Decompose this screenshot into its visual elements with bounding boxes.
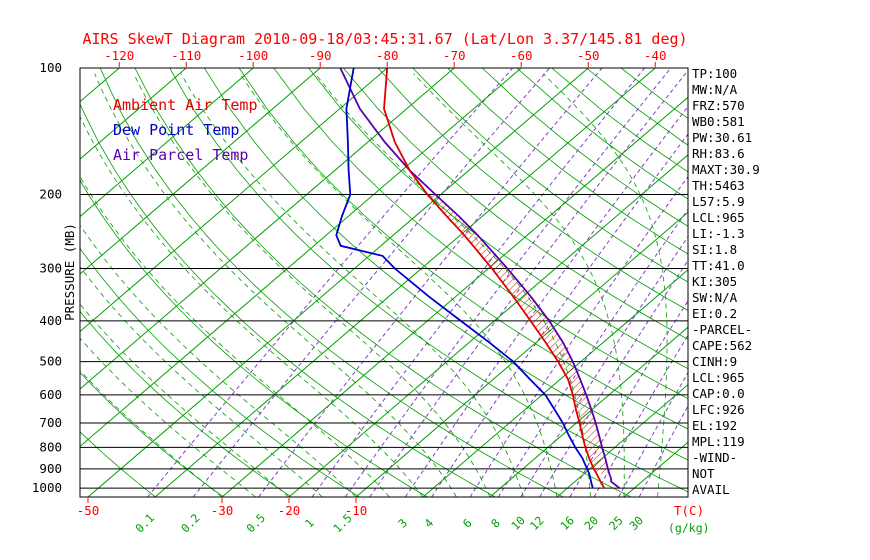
svg-text:PRESSURE (MB): PRESSURE (MB) [62, 223, 77, 321]
svg-text:0.1: 0.1 [132, 511, 157, 536]
svg-text:-70: -70 [443, 48, 466, 63]
svg-text:-10: -10 [345, 503, 368, 518]
svg-text:3: 3 [395, 516, 410, 531]
svg-text:100: 100 [39, 60, 62, 75]
plot-border [79, 67, 689, 498]
svg-text:30: 30 [627, 513, 647, 533]
svg-text:200: 200 [39, 186, 62, 201]
svg-text:500: 500 [39, 354, 62, 369]
svg-text:-100: -100 [238, 48, 268, 63]
bottom-axis: -50 -30 -20 -10 T(C)0.1 0.2 0.5 1 1.5 3 4 6 8 10 12 16 2… [77, 498, 710, 535]
stats-line-18: CINH:9 [692, 354, 738, 369]
stats-panel: TP:100 MW:N/A FRZ:570 WB0:581 PW:30.61 RH:83.… [692, 66, 760, 498]
air-parcel-temp-curve [339, 68, 621, 489]
svg-text:-50: -50 [577, 48, 600, 63]
isotherms [80, 68, 688, 497]
stats-line-16: -PARCEL- [692, 322, 753, 337]
stats-line-20: CAP:0.0 [692, 386, 745, 401]
svg-text:-120: -120 [104, 48, 134, 63]
svg-text:-20: -20 [278, 503, 301, 518]
stats-line-3: WB0:581 [692, 114, 745, 129]
svg-text:0.5: 0.5 [243, 511, 268, 536]
svg-text:6: 6 [460, 516, 475, 531]
stats-line-9: LCL:965 [692, 210, 745, 225]
stats-line-8: L57:5.9 [692, 194, 745, 209]
dew-point-temp-curve [335, 68, 594, 489]
stats-line-17: CAPE:562 [692, 338, 753, 353]
stats-line-24: -WIND- [692, 450, 738, 465]
svg-text:-110: -110 [171, 48, 201, 63]
stats-line-4: PW:30.61 [692, 130, 753, 145]
svg-text:-30: -30 [211, 503, 234, 518]
svg-text:-40: -40 [644, 48, 667, 63]
stats-line-15: EI:0.2 [692, 306, 738, 321]
svg-text:12: 12 [527, 513, 547, 533]
stats-line-11: SI:1.8 [692, 242, 738, 257]
stats-line-13: KI:305 [692, 274, 738, 289]
stats-line-25: NOT [692, 466, 715, 481]
chart-title: AIRS SkewT Diagram 2010-09-18/03:45:31.6… [82, 30, 688, 48]
svg-text:1: 1 [302, 516, 317, 531]
stats-line-21: LFC:926 [692, 402, 745, 417]
svg-text:300: 300 [39, 260, 62, 275]
svg-text:-80: -80 [376, 48, 399, 63]
stats-line-14: SW:N/A [692, 290, 738, 305]
svg-text:-90: -90 [309, 48, 332, 63]
stats-line-10: LI:-1.3 [692, 226, 745, 241]
svg-text:4: 4 [421, 516, 436, 531]
svg-text:0.2: 0.2 [178, 511, 203, 536]
svg-text:20: 20 [581, 513, 601, 533]
mixing-ratio-lines [147, 68, 688, 497]
svg-text:-50: -50 [77, 503, 100, 518]
left-axis: 100 200 300 400 500 600 700 800 900 1000 PRESSURE … [32, 60, 77, 495]
stats-line-26: AVAIL [692, 482, 730, 497]
svg-text:-60: -60 [510, 48, 533, 63]
svg-text:8: 8 [488, 516, 503, 531]
svg-text:400: 400 [39, 313, 62, 328]
stats-line-6: MAXT:30.9 [692, 162, 760, 177]
svg-text:600: 600 [39, 387, 62, 402]
stats-line-5: RH:83.6 [692, 146, 745, 161]
stats-line-22: EL:192 [692, 418, 738, 433]
svg-text:800: 800 [39, 439, 62, 454]
top-axis: -120 -110 -100 -90 -80 -70 -60 -50 -40 [104, 48, 667, 67]
stats-line-7: TH:5463 [692, 178, 745, 193]
ambient-air-temp-curve [383, 68, 605, 489]
svg-text:(g/kg): (g/kg) [668, 521, 710, 535]
stats-line-19: LCL:965 [692, 370, 745, 385]
svg-text:T(C): T(C) [674, 503, 704, 518]
legend-ambient-air-temp: Ambient Air Temp [113, 96, 258, 114]
stats-line-2: FRZ:570 [692, 98, 745, 113]
svg-text:16: 16 [557, 513, 577, 533]
svg-text:1000: 1000 [32, 480, 62, 495]
svg-text:900: 900 [39, 461, 62, 476]
stats-line-0: TP:100 [692, 66, 738, 81]
svg-text:700: 700 [39, 415, 62, 430]
svg-text:25: 25 [606, 513, 626, 533]
sounding-layer [335, 68, 621, 489]
cape-hatch-area [427, 194, 610, 474]
stats-line-23: MPL:119 [692, 434, 745, 449]
svg-text:10: 10 [508, 513, 528, 533]
legend-dew-point-temp: Dew Point Temp [113, 121, 240, 139]
stats-line-12: TT:41.0 [692, 258, 745, 273]
stats-line-1: MW:N/A [692, 82, 738, 97]
legend-air-parcel-temp: Air Parcel Temp [113, 146, 249, 164]
